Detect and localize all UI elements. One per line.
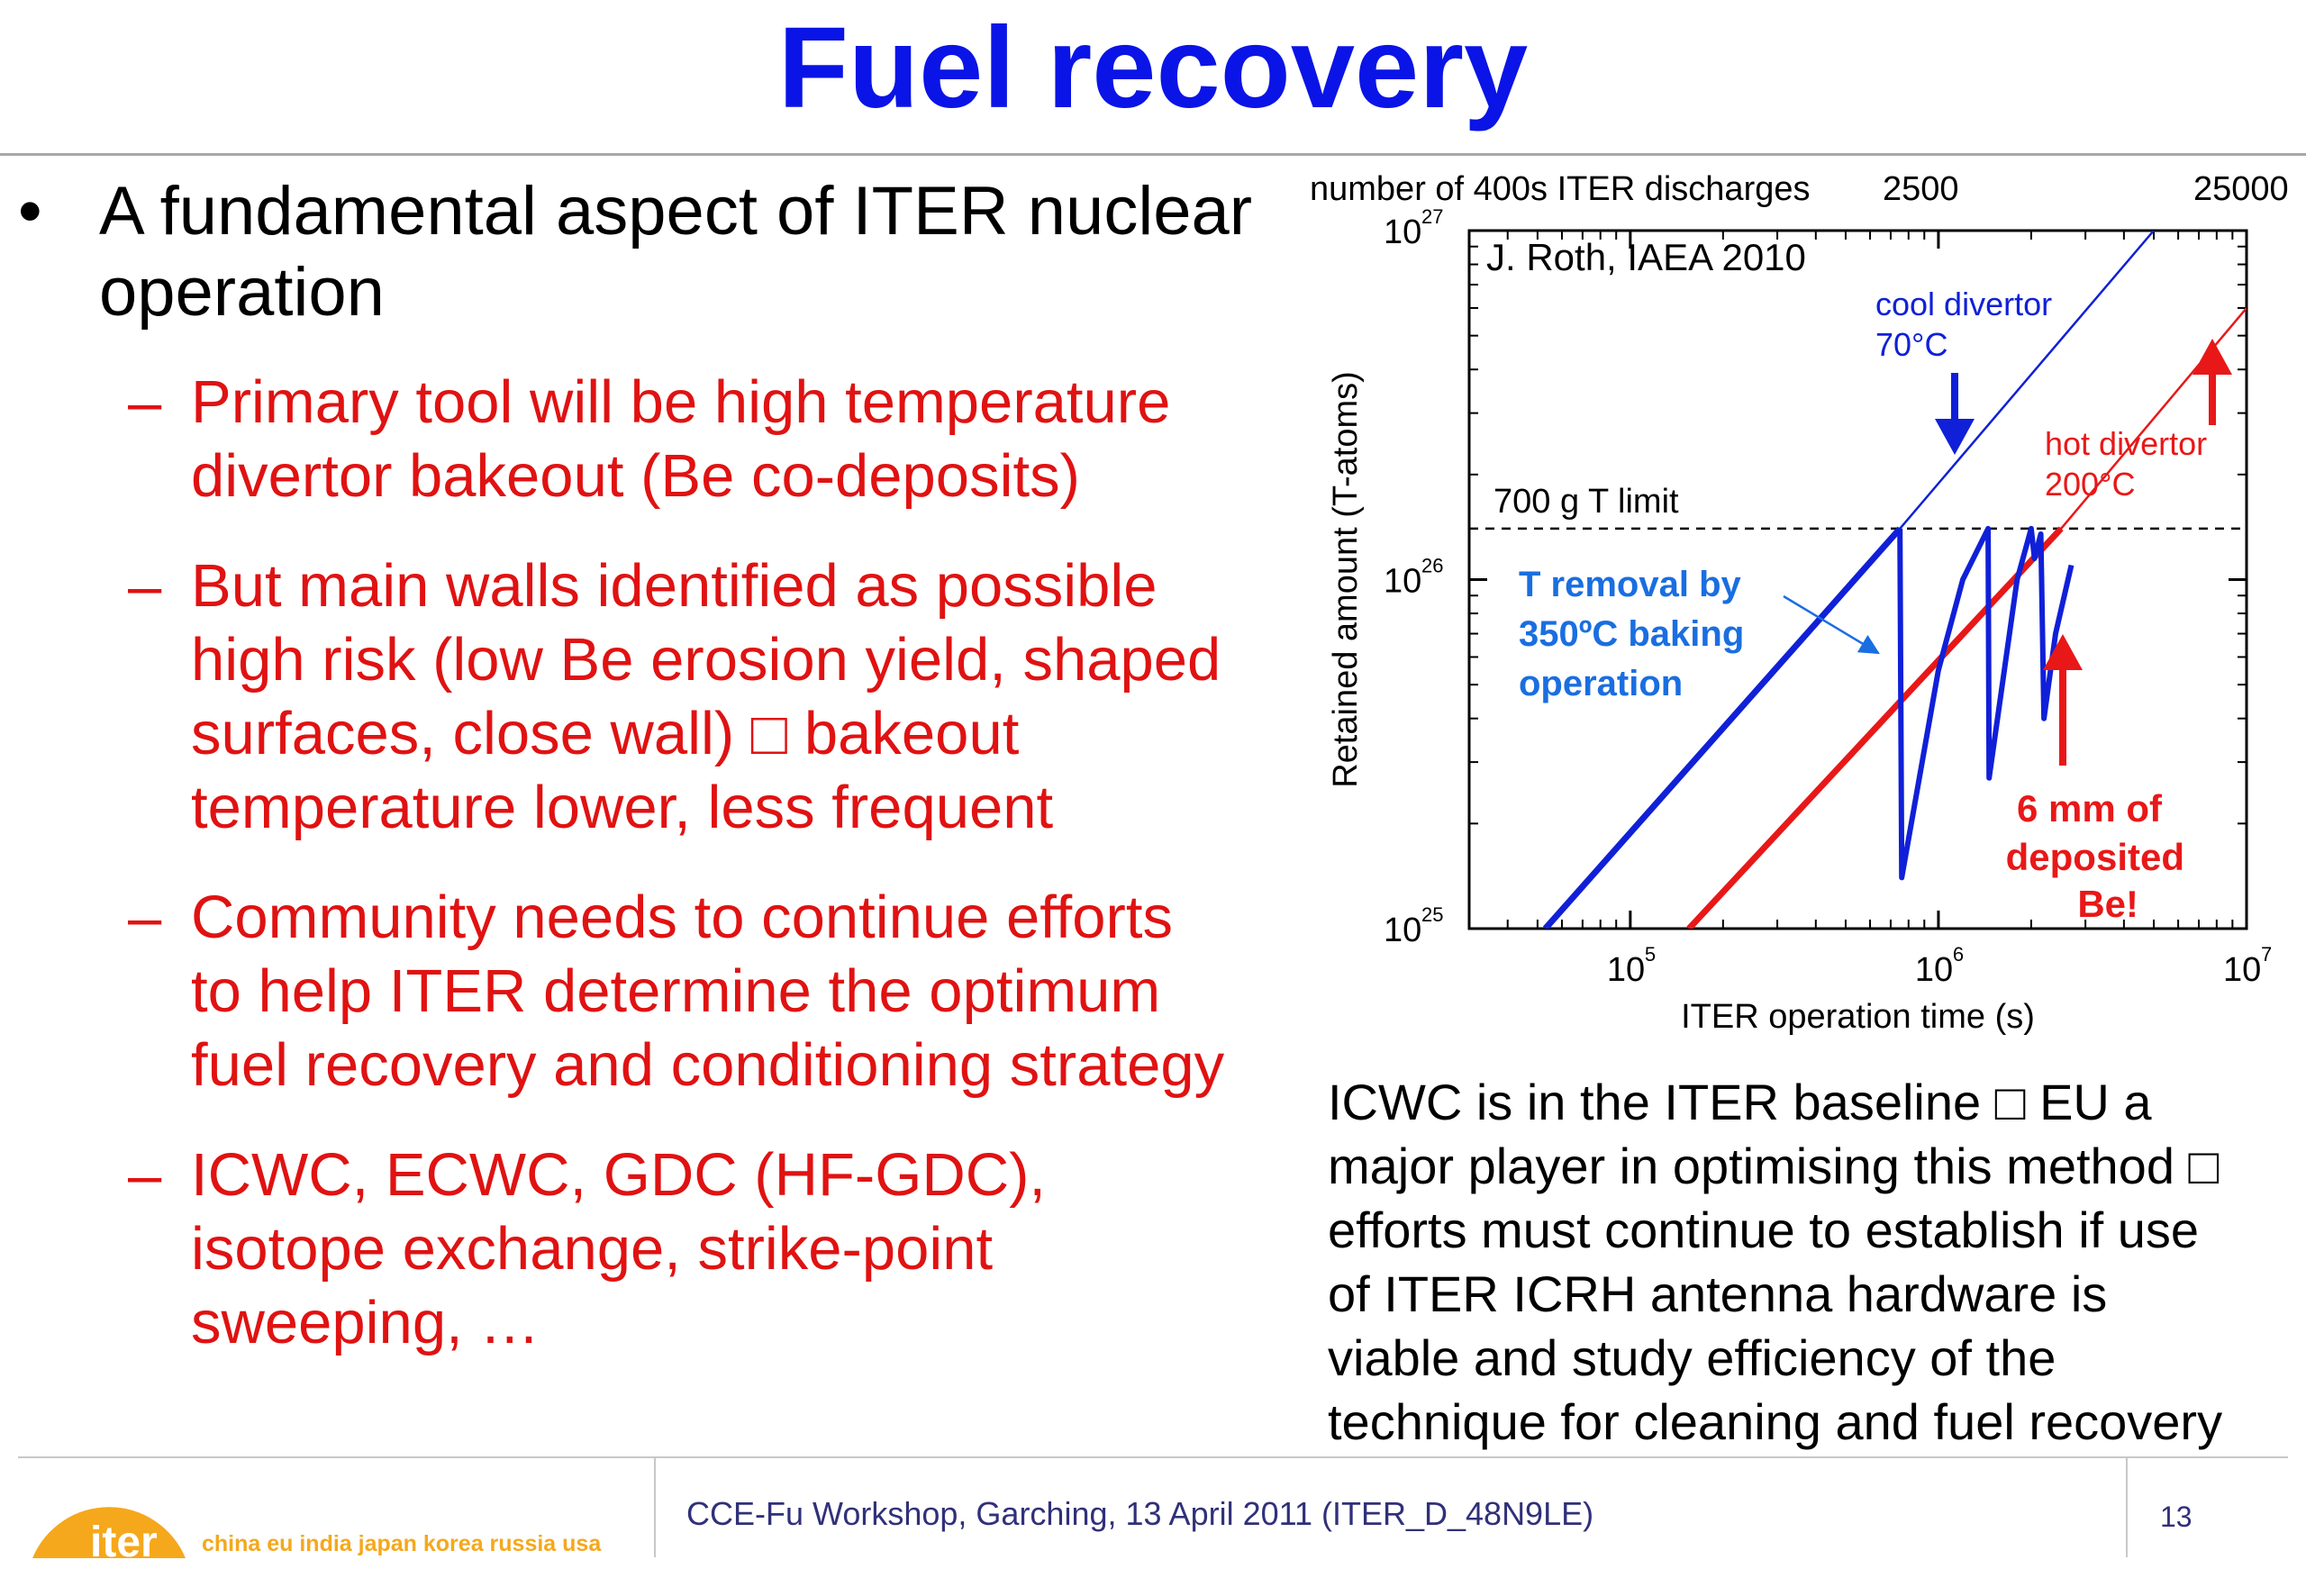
x-tick-label: 10 [1607, 951, 1645, 989]
sub-bullet: – Community needs to continue efforts to… [18, 881, 1315, 1102]
logo-tagline: china eu india japan korea russia usa [202, 1531, 602, 1556]
sub-bullet-line: fuel recovery and conditioning strategy [191, 1031, 1225, 1099]
hot-divertor-line [1686, 526, 2064, 929]
icwc-text-line: of ITER ICRH antenna hardware is [1328, 1265, 2108, 1322]
bullet-marker: • [18, 173, 42, 249]
y-tick-label: 10 [1384, 563, 1421, 601]
y-tick-label: 10 [1384, 213, 1421, 251]
sub-bullet-line: But main walls identified as possible [191, 552, 1158, 620]
y-tick-exponent: 27 [1421, 205, 1443, 228]
sub-bullet-marker: – [128, 884, 162, 951]
top-axis-label: number of 400s ITER discharges [1310, 170, 1811, 208]
sub-bullet: – Primary tool will be high temperature … [18, 366, 1315, 513]
hot-arrow-head [2193, 339, 2232, 375]
page-number: 13 [2160, 1501, 2193, 1533]
slide-title: Fuel recovery [777, 4, 1529, 132]
icwc-text-line: technique for cleaning and fuel recovery [1328, 1393, 2223, 1450]
deposit-label: 6 mm of [2017, 787, 2163, 830]
chart-credit: J. Roth, IAEA 2010 [1486, 236, 1806, 278]
y-tick-exponent: 25 [1421, 903, 1443, 926]
deposit-arrow-head [2043, 634, 2083, 670]
baking-cycle-line [1897, 525, 2074, 881]
sub-bullet: – ICWC, ECWC, GDC (HF-GDC), isotope exch… [18, 1138, 1315, 1360]
icwc-text: ICWC is in the ITER baseline □ EU a majo… [1328, 1070, 2301, 1454]
y-axis-title: Retained amount (T-atoms) [1327, 371, 1365, 788]
sub-bullet-marker: – [128, 552, 162, 620]
logo-sun-icon [32, 1507, 186, 1558]
footer-divider [18, 1456, 2288, 1458]
icwc-text-line: major player in optimising this method □ [1328, 1138, 2220, 1194]
cool-divertor-label: 70°C [1875, 326, 1947, 363]
bullet-line: A fundamental aspect of ITER nuclear [99, 173, 1253, 249]
sub-bullet-line: temperature lower, less frequent [191, 774, 1054, 841]
baking-label: 350ºC baking [1519, 614, 1744, 654]
sub-bullet-line: high risk (low Be erosion yield, shaped [191, 626, 1221, 694]
cool-arrow-head [1935, 419, 1975, 455]
sub-bullet-list: – Primary tool will be high temperature … [18, 366, 1315, 1360]
x-tick-exponent: 6 [1953, 943, 1964, 966]
sub-bullet-line: isotope exchange, strike-point [191, 1215, 994, 1283]
icwc-text-line: viable and study efficiency of the [1328, 1329, 2056, 1386]
x-axis-title: ITER operation time (s) [1681, 998, 2035, 1036]
top-tick-label: 2500 [1883, 170, 1959, 208]
x-tick-label: 10 [2223, 951, 2261, 989]
hot-divertor-label: 200°C [2045, 466, 2135, 503]
sub-bullet-line: divertor bakeout (Be co-deposits) [191, 442, 1080, 510]
cool-divertor-line [1542, 526, 1902, 929]
sub-bullet-line: Community needs to continue efforts [191, 884, 1173, 951]
bullet-line: operation [99, 254, 385, 331]
icwc-text-line: efforts must continue to establish if us… [1328, 1202, 2200, 1258]
sub-bullet-line: sweeping, … [191, 1289, 540, 1356]
y-tick-label: 10 [1384, 911, 1421, 949]
sub-bullet-line: ICWC, ECWC, GDC (HF-GDC), [191, 1141, 1047, 1209]
baking-pointer [1783, 594, 1880, 655]
sub-bullet-marker: – [128, 1141, 162, 1209]
top-tick-label: 25000 [2193, 170, 2289, 208]
cool-divertor-label: cool divertor [1875, 286, 2052, 322]
baking-label: T removal by [1519, 565, 1742, 604]
icwc-text-line: ICWC is in the ITER baseline □ EU a [1328, 1074, 2152, 1130]
deposit-label: deposited [2006, 836, 2184, 878]
cool-divertor-line-above-limit [1899, 231, 2155, 530]
main-bullet: • A fundamental aspect of ITER nuclear o… [18, 171, 1315, 333]
y-tick-exponent: 26 [1421, 555, 1443, 577]
sub-bullet-line: to help ITER determine the optimum [191, 957, 1161, 1025]
title-divider [0, 153, 2306, 156]
footer-separator [654, 1458, 656, 1557]
logo-word: iter [90, 1519, 158, 1558]
sub-bullet: – But main walls identified as possible … [18, 549, 1315, 845]
x-tick-exponent: 5 [1645, 943, 1656, 966]
sub-bullet-line: Primary tool will be high temperature [191, 368, 1171, 436]
x-tick-label: 10 [1915, 951, 1953, 989]
footer-text: CCE-Fu Workshop, Garching, 13 April 2011… [686, 1495, 1594, 1532]
sub-bullet-line: surfaces, close wall) □ bakeout [191, 700, 1020, 767]
limit-label: 700 g T limit [1493, 483, 1679, 521]
footer-separator [2126, 1458, 2128, 1557]
left-column: • A fundamental aspect of ITER nuclear o… [18, 171, 1315, 1396]
baking-label: operation [1519, 664, 1683, 703]
deposit-label: Be! [2077, 883, 2138, 925]
iter-logo: iter china eu india japan korea russia u… [32, 1507, 602, 1558]
hot-divertor-label: hot divertor [2045, 425, 2207, 462]
x-tick-exponent: 7 [2261, 943, 2272, 966]
sub-bullet-marker: – [128, 368, 162, 436]
